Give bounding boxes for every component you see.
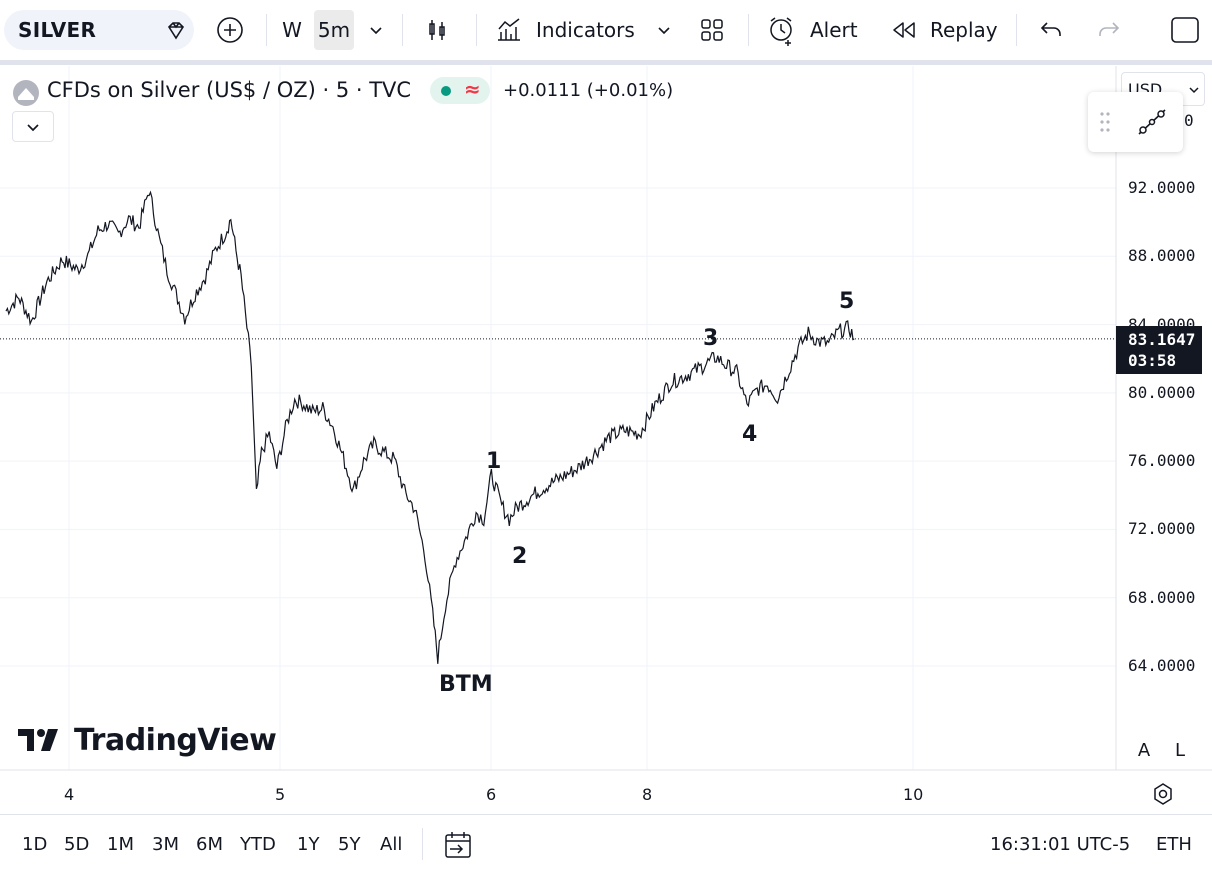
- symbol-logo-icon: [13, 80, 39, 106]
- range-button-1y[interactable]: 1Y: [297, 834, 320, 855]
- divider: [422, 828, 423, 860]
- tradingview-logo[interactable]: TradingView: [18, 722, 277, 758]
- divider: [748, 14, 749, 46]
- price-axis-label: 92.0000: [1128, 178, 1196, 197]
- undo-button[interactable]: [1036, 10, 1066, 50]
- range-button-5y[interactable]: 5Y: [338, 834, 361, 855]
- time-axis-label: 10: [903, 785, 924, 804]
- clock-timezone[interactable]: 16:31:01 UTC-5: [990, 834, 1131, 855]
- chevron-down-icon: [27, 123, 39, 131]
- range-button-1d[interactable]: 1D: [22, 834, 48, 855]
- goto-date-button[interactable]: [442, 829, 474, 861]
- tradingview-mark-icon: [18, 729, 58, 751]
- gear-icon: [1154, 783, 1172, 805]
- top-toolbar: SILVER W 5m Indicators Alert Replay: [0, 0, 1212, 60]
- chevron-down-icon: [370, 27, 382, 35]
- price-axis-label: 72.0000: [1128, 519, 1196, 539]
- grid: [0, 66, 1212, 771]
- price-axis-label: 80.0000: [1128, 382, 1196, 402]
- rewind-icon: [893, 22, 915, 38]
- alarm-clock-icon: [770, 17, 792, 46]
- replay-label: Replay: [930, 18, 998, 42]
- calendar-goto-icon: [445, 832, 471, 858]
- indicators-button[interactable]: Indicators: [494, 10, 638, 50]
- legend-symbol-title[interactable]: CFDs on Silver (US$ / OZ) · 5 · TVC: [47, 78, 412, 102]
- drag-handle-icon[interactable]: [1098, 110, 1112, 138]
- alert-button[interactable]: Alert: [766, 10, 866, 50]
- toolbar-divider: [0, 60, 1212, 65]
- redo-icon: [1099, 22, 1120, 36]
- wave-label-2: 2: [512, 544, 528, 569]
- market-status-badge[interactable]: ≈: [430, 77, 490, 104]
- price-axis-label: 88.0000: [1128, 246, 1196, 266]
- wave-label-5: 5: [839, 289, 855, 314]
- fullscreen-button[interactable]: [1166, 10, 1202, 50]
- compare-symbol-button[interactable]: [212, 10, 248, 50]
- timeframe-dropdown[interactable]: [364, 10, 388, 50]
- current-price-tag: 83.1647 03:58: [1116, 326, 1202, 374]
- range-button-6m[interactable]: 6M: [196, 834, 223, 855]
- log-scale-button[interactable]: L: [1174, 739, 1186, 761]
- wave-label-3: 3: [703, 326, 719, 351]
- wave-label-4: 4: [742, 422, 758, 447]
- indicators-icon: [498, 18, 520, 41]
- diamond-icon[interactable]: [164, 19, 188, 43]
- plus-circle-icon: [217, 17, 243, 43]
- layouts-button[interactable]: [696, 10, 728, 50]
- chart-type-button[interactable]: [420, 10, 454, 50]
- chevron-down-icon: [1189, 87, 1199, 94]
- bar-countdown: 03:58: [1128, 351, 1177, 370]
- timeframe-5m-button[interactable]: 5m: [314, 10, 354, 50]
- divider: [1016, 14, 1017, 46]
- candles-icon: [429, 20, 445, 40]
- timeframe-w-button[interactable]: W: [282, 18, 302, 42]
- chevron-down-icon: [658, 27, 670, 35]
- time-axis-label: 5: [275, 785, 286, 804]
- time-axis-label: 8: [642, 785, 653, 804]
- range-button-ytd[interactable]: YTD: [240, 834, 276, 855]
- divider: [476, 14, 477, 46]
- divider: [266, 14, 267, 46]
- indicators-dropdown[interactable]: [652, 10, 676, 50]
- time-axis-label: 6: [486, 785, 497, 804]
- alert-label: Alert: [810, 18, 858, 42]
- wave-label-btm: BTM: [439, 672, 493, 697]
- trend-line-tool-icon[interactable]: [1134, 104, 1170, 144]
- legend-collapse-button[interactable]: [12, 111, 54, 142]
- price-axis-label: 68.0000: [1128, 587, 1196, 607]
- price-axis-label: 64.0000: [1128, 656, 1196, 675]
- divider: [402, 14, 403, 46]
- time-axis-label: 4: [64, 785, 75, 804]
- price-series-line: [5, 190, 855, 664]
- bottom-divider: [0, 814, 1212, 815]
- square-icon: [1171, 17, 1199, 43]
- range-button-5d[interactable]: 5D: [64, 834, 90, 855]
- replay-button[interactable]: Replay: [890, 10, 1000, 50]
- range-button-3m[interactable]: 3M: [152, 834, 179, 855]
- drawing-toolbar-widget[interactable]: [1088, 92, 1183, 152]
- delayed-data-icon: ≈: [464, 77, 481, 101]
- symbol-name[interactable]: SILVER: [18, 18, 97, 42]
- partial-axis-label: 0: [1184, 111, 1194, 130]
- price-change: +0.0111 (+0.01%): [503, 80, 674, 101]
- indicators-label: Indicators: [536, 18, 635, 42]
- range-button-all[interactable]: All: [380, 834, 403, 855]
- redo-button[interactable]: [1094, 10, 1124, 50]
- grid-icon: [701, 19, 723, 41]
- current-price-value: 83.1647: [1128, 330, 1196, 349]
- range-button-1m[interactable]: 1M: [107, 834, 134, 855]
- session-toggle[interactable]: ETH: [1156, 834, 1192, 855]
- auto-scale-button[interactable]: A: [1137, 739, 1151, 761]
- wave-label-1: 1: [486, 449, 502, 474]
- price-axis-label: 76.0000: [1128, 451, 1196, 471]
- symbol-search[interactable]: SILVER: [4, 10, 194, 50]
- market-open-dot: [441, 86, 451, 96]
- settings-button[interactable]: [1150, 781, 1176, 807]
- undo-icon: [1040, 22, 1061, 36]
- logo-text: TradingView: [74, 722, 277, 758]
